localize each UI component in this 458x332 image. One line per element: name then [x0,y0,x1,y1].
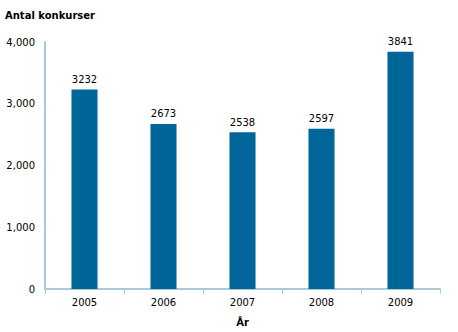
svg-text:2006: 2006 [151,297,176,308]
svg-text:3,000: 3,000 [6,98,35,109]
svg-text:3841: 3841 [388,36,413,47]
svg-text:2007: 2007 [230,297,255,308]
svg-text:2597: 2597 [309,113,334,124]
svg-text:1,000: 1,000 [6,222,35,233]
svg-text:4,000: 4,000 [6,37,35,48]
svg-text:2009: 2009 [388,297,413,308]
svg-text:3232: 3232 [72,74,97,85]
svg-text:År: År [236,316,249,328]
svg-text:2005: 2005 [72,297,97,308]
svg-text:2008: 2008 [309,297,334,308]
svg-text:2538: 2538 [230,117,255,128]
svg-text:2673: 2673 [151,108,176,119]
svg-text:0: 0 [29,284,35,295]
svg-text:2,000: 2,000 [6,160,35,171]
svg-text:Antal konkurser: Antal konkurser [5,10,95,21]
